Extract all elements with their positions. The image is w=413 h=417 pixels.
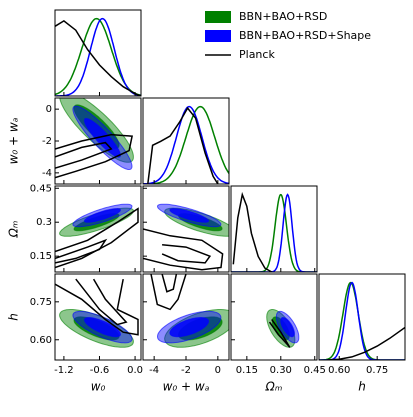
panel-frame — [318, 273, 406, 361]
marginal-curve — [143, 105, 229, 184]
panel — [266, 309, 300, 348]
contour — [83, 118, 122, 158]
panel-frame — [230, 273, 318, 361]
y-axis-label: Ωₘ — [7, 221, 21, 239]
legend-label: Planck — [239, 48, 275, 61]
contour-line — [55, 141, 113, 169]
contour-line — [55, 207, 139, 269]
panel-frame — [54, 273, 142, 361]
y-tick-label: 0 — [46, 104, 52, 115]
marginal-curve — [319, 281, 405, 360]
panel — [55, 17, 141, 96]
panel-frame — [54, 9, 142, 97]
marginal-curve — [55, 17, 141, 96]
x-tick-label: 0.45 — [304, 365, 326, 376]
panel-frame — [54, 185, 142, 273]
legend-swatch — [205, 30, 231, 42]
y-axis-label: w₀ + wₐ — [7, 117, 21, 164]
x-tick-label: 0 — [215, 365, 221, 376]
marginal-curve — [231, 193, 317, 272]
panel — [55, 203, 139, 269]
y-tick-label: -2 — [42, 136, 52, 147]
marginal-curve — [326, 326, 405, 360]
marginal-curve — [55, 17, 141, 96]
x-tick-label: 0.15 — [236, 365, 258, 376]
contour-line — [55, 278, 139, 336]
panel — [143, 105, 229, 184]
x-axis-label: h — [358, 380, 366, 394]
y-tick-label: 0.15 — [30, 251, 52, 262]
y-tick-label: -4 — [42, 168, 52, 179]
panel — [319, 281, 405, 360]
marginal-curve — [319, 281, 405, 360]
panel — [55, 278, 139, 348]
contour-line — [161, 274, 178, 293]
x-tick-label: 0.75 — [366, 365, 388, 376]
x-tick-label: -1.2 — [54, 365, 74, 376]
x-axis-label: Ωₘ — [265, 380, 283, 394]
contour-line — [55, 133, 134, 179]
panel — [55, 98, 134, 179]
contour-line — [161, 244, 212, 264]
contour-line — [143, 228, 224, 271]
panel — [143, 203, 229, 271]
x-tick-label: -2 — [181, 365, 191, 376]
panel — [150, 274, 229, 348]
panel-frame — [230, 185, 318, 273]
contour — [169, 317, 210, 338]
x-tick-label: -4 — [149, 365, 159, 376]
contour-line — [268, 319, 291, 348]
contour-line — [55, 238, 108, 264]
contour-line — [150, 274, 187, 311]
marginal-curve — [147, 106, 219, 184]
legend-label: BBN+BAO+RSD+Shape — [239, 29, 371, 42]
y-tick-label: 0.75 — [30, 297, 52, 308]
x-tick-label: 0.0 — [127, 365, 143, 376]
legend-label: BBN+BAO+RSD — [239, 10, 327, 23]
legend-swatch — [205, 11, 231, 23]
x-tick-label: 0.60 — [328, 365, 350, 376]
y-tick-label: 0.60 — [30, 335, 52, 346]
panel — [231, 191, 317, 272]
x-axis-label: w₀ — [91, 380, 106, 394]
y-axis-label: h — [7, 313, 21, 321]
marginal-curve — [232, 191, 273, 272]
marginal-curve — [55, 19, 141, 96]
contour — [83, 317, 122, 338]
contour — [280, 317, 296, 338]
contour — [169, 207, 210, 223]
x-tick-label: 0.30 — [270, 365, 292, 376]
x-tick-label: -0.6 — [90, 365, 110, 376]
y-tick-label: 0.3 — [36, 217, 52, 228]
x-axis-label: w₀ + wₐ — [163, 380, 210, 394]
marginal-curve — [143, 105, 229, 184]
y-tick-label: 0.45 — [30, 183, 52, 194]
contour-line — [75, 278, 128, 326]
contour — [83, 207, 122, 223]
